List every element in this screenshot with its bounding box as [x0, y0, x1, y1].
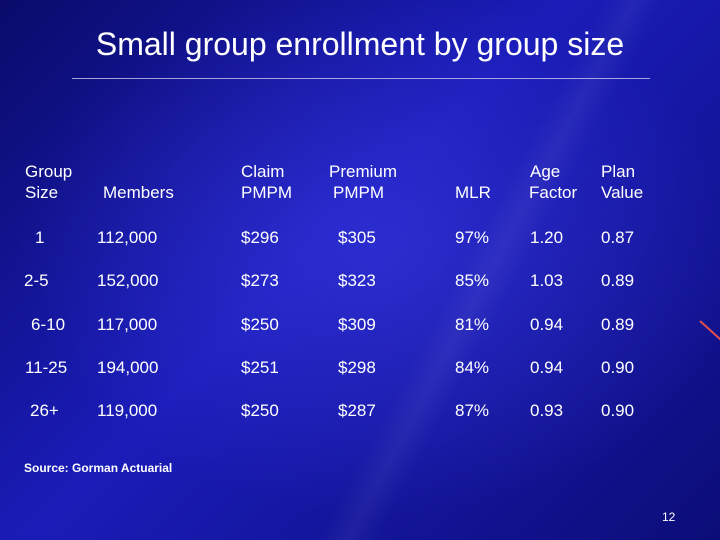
cell-plan-value: 0.90	[601, 401, 635, 420]
cell-age-factor: 0.94	[530, 358, 564, 377]
cell-group-size: 6-10	[31, 315, 66, 334]
header-members-line-2: Members	[103, 183, 174, 202]
source-note: Source: Gorman Actuarial	[24, 461, 173, 475]
cell-claim-pmpm: $296	[241, 228, 279, 247]
cell-mlr: 87%	[455, 401, 490, 420]
header-premium-pmpm-line-1: Premium	[329, 162, 398, 181]
header-claim-pmpm-line-2: PMPM	[241, 183, 292, 202]
cell-premium-pmpm: $298	[338, 358, 376, 377]
cell-premium-pmpm: $323	[338, 271, 376, 290]
cell-mlr: 81%	[455, 315, 490, 334]
cell-claim-pmpm: $250	[241, 315, 279, 334]
cell-members: 194,000	[97, 358, 159, 377]
cell-members: 117,000	[97, 315, 158, 334]
cell-claim-pmpm: $273	[241, 271, 279, 290]
cell-age-factor: 1.03	[530, 271, 564, 290]
cell-premium-pmpm: $305	[338, 228, 376, 247]
cell-group-size: 1	[35, 228, 45, 247]
cell-members: 112,000	[97, 228, 158, 247]
cell-claim-pmpm: $250	[241, 401, 279, 420]
cell-age-factor: 0.93	[530, 401, 564, 420]
header-mlr-line-2: MLR	[455, 183, 491, 202]
cell-premium-pmpm: $309	[338, 315, 376, 334]
header-plan-value-line-1: Plan	[601, 162, 636, 181]
cell-premium-pmpm: $287	[338, 401, 376, 420]
header-claim-pmpm-line-1: Claim	[241, 162, 285, 181]
cell-age-factor: 1.20	[530, 228, 564, 247]
cell-plan-value: 0.90	[601, 358, 635, 377]
slide-title: Small group enrollment by group size	[95, 26, 625, 62]
cell-group-size: 26+	[30, 401, 59, 420]
header-group-size-line-1: Group	[25, 162, 73, 181]
header-group-size-line-2: Size	[25, 183, 59, 202]
header-age-factor-line-2: Factor	[529, 183, 578, 202]
cell-mlr: 85%	[455, 271, 490, 290]
cell-mlr: 84%	[455, 358, 490, 377]
cell-group-size: 2-5	[24, 271, 49, 290]
cell-plan-value: 0.89	[601, 271, 635, 290]
cell-age-factor: 0.94	[530, 315, 564, 334]
page-number: 12	[662, 510, 676, 524]
cell-plan-value: 0.89	[601, 315, 635, 334]
cell-plan-value: 0.87	[601, 228, 635, 247]
header-plan-value-line-2: Value	[601, 183, 644, 202]
cell-claim-pmpm: $251	[241, 358, 279, 377]
title-divider	[72, 78, 650, 79]
cell-mlr: 97%	[455, 228, 490, 247]
cell-members: 152,000	[97, 271, 159, 290]
cell-group-size: 11-25	[25, 358, 68, 377]
header-age-factor-line-1: Age	[530, 162, 561, 181]
cell-members: 119,000	[97, 401, 158, 420]
header-premium-pmpm-line-2: PMPM	[333, 183, 384, 202]
